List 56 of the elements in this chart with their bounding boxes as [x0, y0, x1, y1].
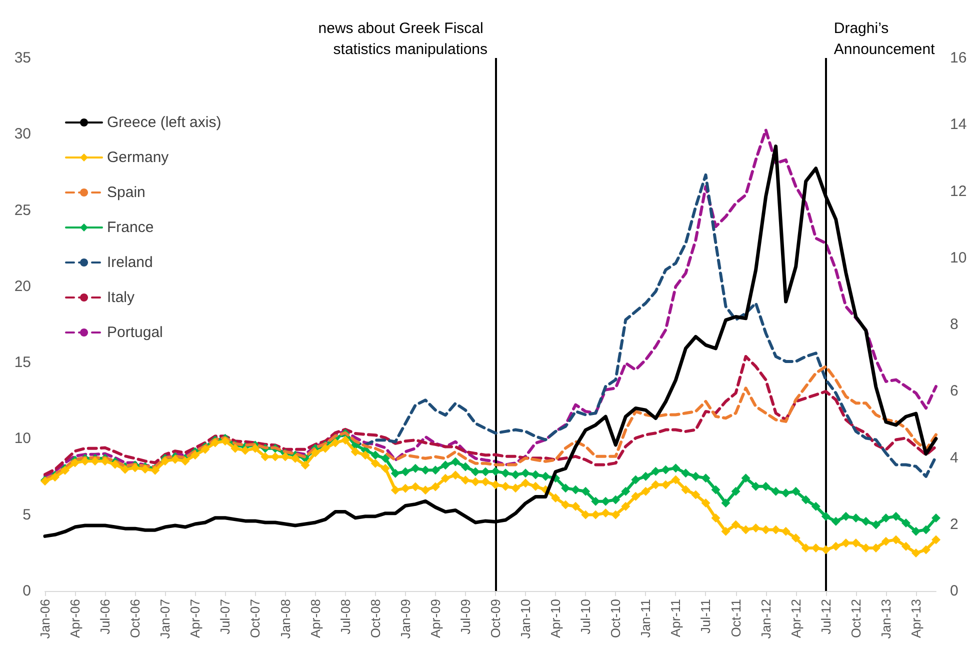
x-tick-label: Jul-09: [458, 599, 473, 634]
y2-tick-label: 16: [950, 50, 967, 66]
ref-line-label: Draghi’s Announcement: [834, 20, 936, 58]
x-tick-label: Oct-07: [248, 599, 263, 638]
legend-label: Spain: [107, 184, 146, 201]
y2-tick-label: 4: [950, 449, 958, 466]
x-tick-label: Apr-11: [668, 599, 684, 638]
x-tick-label: Jan-12: [758, 599, 774, 639]
ref-line-label: news about Greek Fiscal statistics manipulations: [318, 20, 488, 58]
legend-label: Italy: [107, 289, 136, 306]
x-tick-label: Oct-09: [488, 599, 504, 638]
x-tick-label: Jan-10: [518, 599, 534, 639]
x-tick-label: Oct-06: [128, 599, 143, 638]
x-tick-label: Jan-11: [638, 599, 654, 638]
x-tick-label: Jul-06: [98, 599, 113, 634]
legend-label: Ireland: [107, 254, 153, 271]
x-tick-label: Jan-09: [398, 599, 413, 639]
x-tick-label: Oct-08: [368, 599, 383, 638]
x-tick-label: Apr-12: [788, 599, 804, 638]
y-tick-label: 0: [22, 582, 31, 600]
x-tick-label: Jul-07: [218, 599, 233, 634]
x-tick-label: Apr-10: [548, 599, 564, 638]
y-tick-label: 35: [14, 50, 31, 66]
y-tick-label: 10: [14, 430, 31, 448]
x-tick-label: Apr-09: [428, 599, 443, 638]
x-tick-label: Jul-08: [338, 599, 353, 634]
x-tick-label: Apr-06: [68, 599, 83, 638]
x-tick-label: Apr-13: [908, 599, 924, 638]
x-tick-label: Jan-07: [158, 599, 173, 639]
y2-tick-label: 2: [950, 516, 958, 533]
legend-label: Germany: [107, 149, 170, 166]
y2-tick-label: 6: [950, 382, 958, 400]
y2-tick-label: 12: [950, 182, 967, 200]
x-tick-label: Apr-07: [188, 599, 203, 638]
y-tick-label: 25: [14, 202, 31, 219]
x-tick-label: Jan-08: [278, 599, 293, 639]
x-tick-label: Jul-10: [578, 599, 594, 634]
x-tick-label: Oct-12: [848, 599, 864, 638]
legend-label: Portugal: [107, 324, 163, 341]
y2-tick-label: 14: [950, 116, 967, 134]
y2-tick-label: 8: [950, 316, 958, 333]
y-tick-label: 5: [22, 506, 31, 524]
x-tick-label: Oct-11: [728, 599, 744, 638]
x-tick-label: Jul-12: [818, 599, 834, 634]
y2-tick-label: 10: [950, 249, 967, 266]
x-tick-label: Jul-11: [698, 599, 714, 634]
y-tick-label: 30: [14, 126, 31, 143]
x-tick-label: Apr-08: [308, 599, 323, 638]
legend-label: France: [107, 219, 154, 236]
x-tick-label: Jan-06: [38, 599, 52, 639]
y-tick-label: 20: [14, 278, 31, 295]
legend-label: Greece (left axis): [107, 114, 222, 131]
x-tick-label: Jan-13: [878, 599, 894, 639]
y2-tick-label: 0: [950, 582, 958, 600]
x-tick-label: Oct-10: [608, 599, 624, 638]
y-tick-label: 15: [14, 354, 31, 372]
